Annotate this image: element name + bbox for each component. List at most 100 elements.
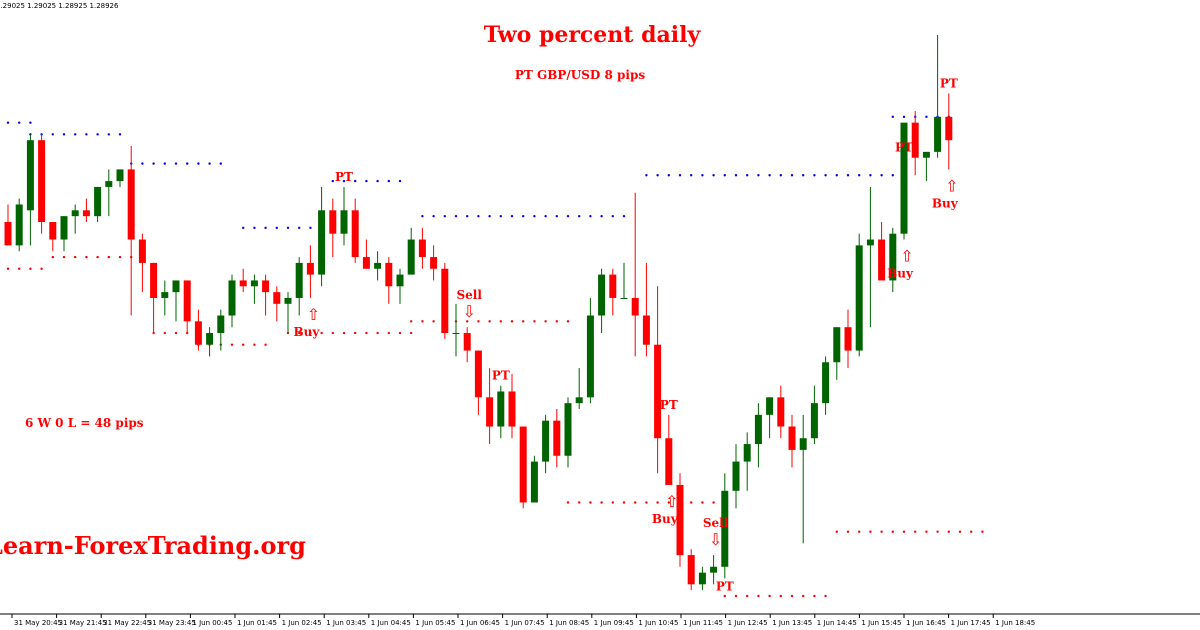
candle [206,327,214,357]
candle [754,403,762,468]
level-10 [152,331,200,335]
candle-body [710,566,718,573]
candle-body [676,484,684,556]
candle-body [878,239,886,281]
candle-body [82,210,90,217]
level-dot [555,214,558,218]
candle-body [474,350,482,398]
level-dot [477,214,480,218]
candle [273,286,281,322]
candle-body [262,280,270,293]
candle [766,397,774,439]
level-7 [891,115,950,119]
level-dot [85,255,88,259]
candle [71,204,79,234]
level-dot [85,133,88,136]
candle [620,262,628,299]
candle-body [530,461,538,503]
candle-body [407,239,415,275]
level-dot [18,267,21,270]
level-dot [152,162,155,165]
level-dot [6,267,10,270]
level-dot [858,174,861,177]
candle [183,280,191,334]
signal-buy: ⇧Buy [652,492,679,526]
candle [4,204,12,246]
level-dot [298,331,301,335]
candle-body [127,169,135,240]
level-dot [477,320,480,323]
candle [497,385,505,439]
candle-body [564,403,572,456]
candle-body [788,426,796,450]
candle [687,549,695,591]
level-14 [566,501,715,504]
sell-arrow-icon: ⇩ [462,302,475,321]
level-dot [342,331,346,335]
level-16 [835,530,984,533]
level-dot [387,179,390,183]
candle-body [94,186,102,217]
level-dot [622,214,626,218]
level-dot [376,179,379,183]
candle [900,122,908,240]
pt-label: PT [940,76,958,90]
level-dot [667,174,670,177]
candle-body [486,397,494,427]
level-dot [690,174,693,177]
candle-body [609,274,617,298]
level-dot [779,594,782,598]
candle-body [138,239,146,263]
candle-body [206,333,214,345]
level-dot [499,320,502,323]
level-dot [768,174,771,177]
pt-label: PT [335,170,353,184]
candle-body [575,397,583,404]
x-tick-label: 1 Jun 00:45 [192,619,232,627]
candle-body [586,315,594,398]
level-dot [253,226,256,230]
level-dot [835,530,838,533]
pt-label: PT [895,141,913,155]
level-dot [891,530,894,533]
level-dot [376,331,379,335]
x-tick-label: 1 Jun 13:45 [772,619,812,627]
level-dot [286,226,290,230]
candle [822,356,830,415]
level-dot [611,501,614,504]
candle [60,216,68,252]
candle [94,186,102,222]
candle-body [810,403,818,439]
candle-body [911,122,919,158]
level-dot [398,179,402,183]
level-dot [723,594,726,598]
level-13 [410,320,570,323]
candle-body [351,210,359,258]
candle [38,134,46,234]
candle-body [396,274,404,287]
x-tick-label: 1 Jun 07:45 [505,619,545,627]
candle-body [306,262,314,275]
level-dot [824,594,827,598]
candle-body [4,222,12,246]
candle-body [721,490,729,567]
candle [430,245,438,281]
candle-body [430,257,438,269]
candle-body [945,116,953,141]
candle [665,414,673,485]
candle [934,35,942,158]
level-dot [600,214,603,218]
level-dot [275,226,278,230]
level-dot [902,530,906,533]
level-dot [488,320,491,323]
candle [150,262,158,334]
x-tick-label: 1 Jun 16:45 [906,619,946,627]
candle [542,414,550,474]
level-dot [678,174,682,177]
candle-body [777,397,785,427]
level-dot [869,530,872,533]
candle [374,251,382,281]
candle-body [329,210,337,234]
level-dot [510,320,514,323]
level-9 [51,255,133,259]
